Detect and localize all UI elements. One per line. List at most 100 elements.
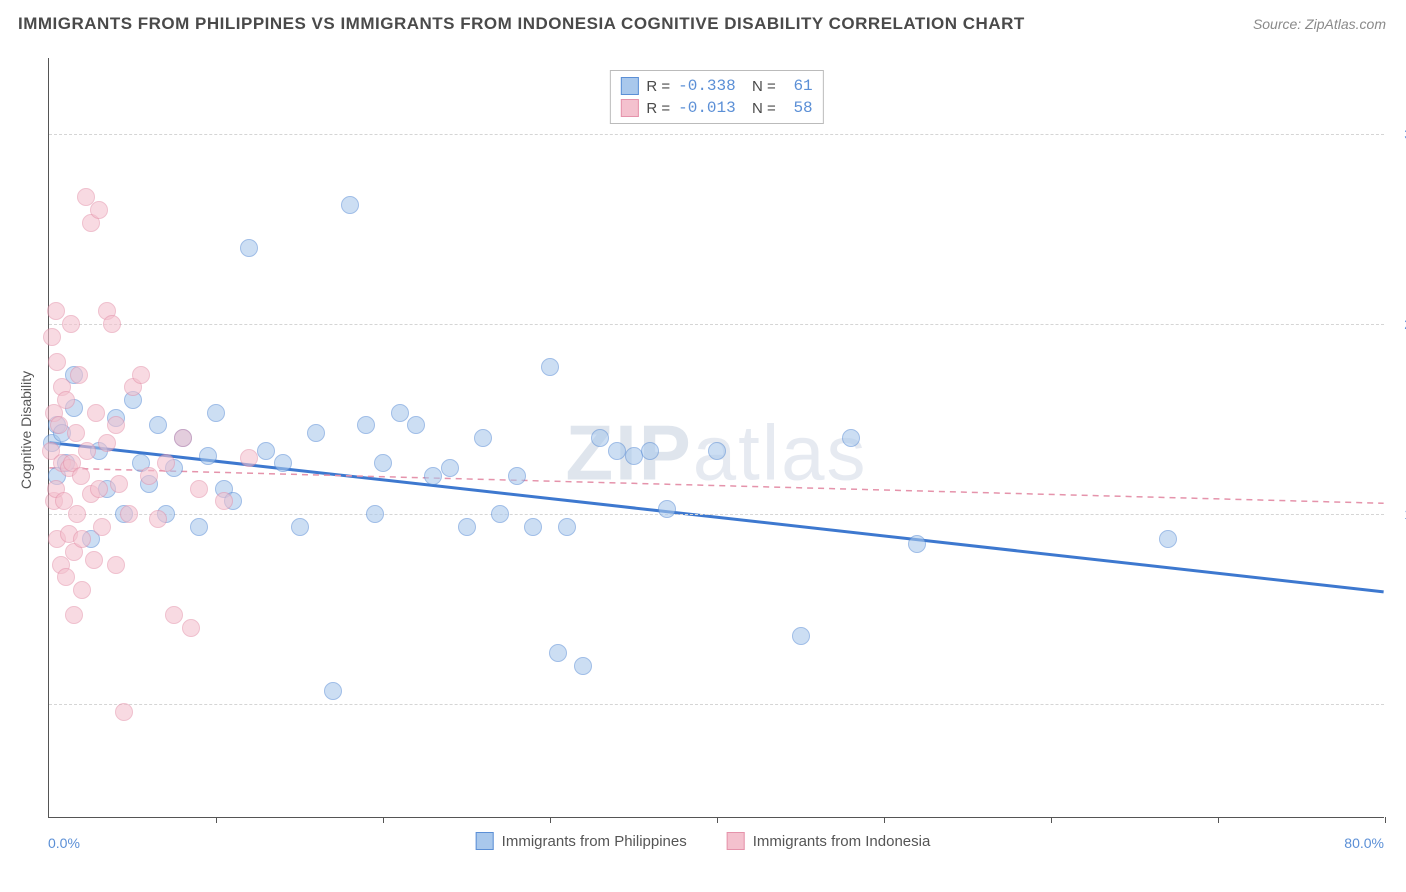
data-point (658, 500, 676, 518)
data-point (140, 467, 158, 485)
data-point (70, 366, 88, 384)
legend-n-label: N = (744, 78, 776, 95)
data-point (120, 505, 138, 523)
data-point (240, 449, 258, 467)
scatter-chart: ZIPatlas R = -0.338 N = 61R = -0.013 N =… (48, 58, 1384, 818)
legend-r-value: -0.338 (678, 77, 736, 95)
data-point (57, 568, 75, 586)
data-point (107, 416, 125, 434)
data-point (215, 492, 233, 510)
data-point (257, 442, 275, 460)
data-point (110, 475, 128, 493)
data-point (508, 467, 526, 485)
data-point (207, 404, 225, 422)
data-point (43, 328, 61, 346)
series-legend: Immigrants from Philippines Immigrants fr… (476, 832, 931, 850)
data-point (324, 682, 342, 700)
data-point (424, 467, 442, 485)
data-point (549, 644, 567, 662)
data-point (149, 510, 167, 528)
legend-item-label: Immigrants from Indonesia (753, 833, 931, 850)
y-tick-label: 30.0% (1389, 126, 1406, 142)
y-axis-label: Cognitive Disability (18, 371, 34, 489)
x-tick (1051, 817, 1052, 823)
data-point (182, 619, 200, 637)
data-point (641, 442, 659, 460)
data-point (391, 404, 409, 422)
data-point (132, 366, 150, 384)
source-label: Source: ZipAtlas.com (1253, 16, 1386, 32)
data-point (458, 518, 476, 536)
data-point (48, 353, 66, 371)
data-point (240, 239, 258, 257)
data-point (65, 606, 83, 624)
legend-n-label: N = (744, 100, 776, 117)
data-point (73, 530, 91, 548)
legend-item: Immigrants from Indonesia (727, 832, 931, 850)
data-point (407, 416, 425, 434)
legend-swatch (620, 99, 638, 117)
gridline (49, 324, 1384, 325)
y-tick-label: 15.0% (1389, 506, 1406, 522)
data-point (90, 201, 108, 219)
data-point (307, 424, 325, 442)
data-point (341, 196, 359, 214)
data-point (73, 581, 91, 599)
data-point (174, 429, 192, 447)
gridline (49, 704, 1384, 705)
data-point (441, 459, 459, 477)
data-point (374, 454, 392, 472)
data-point (85, 551, 103, 569)
data-point (291, 518, 309, 536)
data-point (491, 505, 509, 523)
legend-row: R = -0.338 N = 61 (620, 75, 812, 97)
data-point (68, 505, 86, 523)
gridline (49, 514, 1384, 515)
data-point (87, 404, 105, 422)
data-point (708, 442, 726, 460)
x-axis-max-label: 80.0% (1344, 835, 1384, 851)
data-point (72, 467, 90, 485)
data-point (67, 424, 85, 442)
legend-item: Immigrants from Philippines (476, 832, 687, 850)
data-point (90, 480, 108, 498)
x-tick (550, 817, 551, 823)
data-point (541, 358, 559, 376)
data-point (1159, 530, 1177, 548)
data-point (98, 434, 116, 452)
legend-r-label: R = (646, 100, 670, 117)
legend-swatch (476, 832, 494, 850)
legend-item-label: Immigrants from Philippines (502, 833, 687, 850)
data-point (78, 442, 96, 460)
data-point (274, 454, 292, 472)
data-point (62, 315, 80, 333)
data-point (591, 429, 609, 447)
data-point (47, 302, 65, 320)
data-point (558, 518, 576, 536)
x-tick (383, 817, 384, 823)
data-point (908, 535, 926, 553)
data-point (165, 606, 183, 624)
legend-row: R = -0.013 N = 58 (620, 97, 812, 119)
x-tick (884, 817, 885, 823)
data-point (57, 391, 75, 409)
legend-r-label: R = (646, 78, 670, 95)
data-point (608, 442, 626, 460)
data-point (149, 416, 167, 434)
chart-title: IMMIGRANTS FROM PHILIPPINES VS IMMIGRANT… (18, 14, 1025, 34)
data-point (842, 429, 860, 447)
x-tick (1385, 817, 1386, 823)
x-tick (216, 817, 217, 823)
data-point (93, 518, 111, 536)
data-point (625, 447, 643, 465)
legend-n-value: 61 (784, 77, 813, 95)
data-point (357, 416, 375, 434)
gridline (49, 134, 1384, 135)
data-point (190, 518, 208, 536)
data-point (190, 480, 208, 498)
data-point (474, 429, 492, 447)
data-point (107, 556, 125, 574)
stats-legend: R = -0.338 N = 61R = -0.013 N = 58 (609, 70, 823, 124)
legend-r-value: -0.013 (678, 99, 736, 117)
data-point (792, 627, 810, 645)
